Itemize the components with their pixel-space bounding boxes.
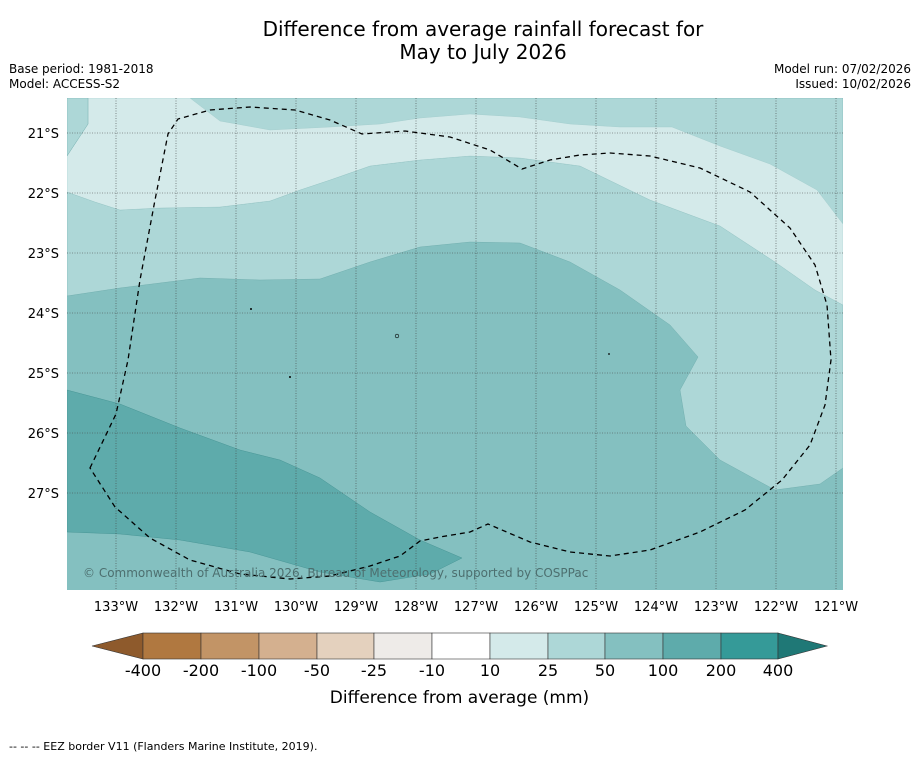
colorbar-tick-label: -200 [183,661,219,680]
colorbar-segment [316,632,375,660]
lon-label: 123°W [694,600,738,615]
lat-label: 24°S [28,307,59,322]
lat-label: 21°S [28,127,59,142]
eez-legend-footer: -- -- -- EEZ border V11 (Flanders Marine… [9,740,318,753]
island-marker [608,353,610,355]
colorbar-tick-label: 200 [706,661,737,680]
contour-band-200-400 [67,389,463,583]
copyright-text: © Commonwealth of Australia 2026, Bureau… [83,566,588,580]
lon-label: 128°W [394,600,438,615]
colorbar-segment [720,632,779,660]
issued-text: Issued: 10/02/2026 [795,77,911,91]
lon-labels: 133°W 132°W 131°W 130°W 129°W 128°W 127°… [94,600,858,615]
colorbar-segment [373,632,433,660]
island-marker [394,333,400,339]
colorbar-tick-label: -10 [419,661,445,680]
colorbar-label: Difference from average (mm) [329,688,590,708]
colorbar-segment [604,632,664,660]
lon-label: 130°W [274,600,318,615]
lat-label: 23°S [28,247,59,262]
model-run-text: Model run: 07/02/2026 [773,62,911,76]
lon-label: 131°W [214,600,258,615]
colorbar-tick-label: -400 [125,661,161,680]
colorbar-tick-label: 50 [595,661,615,680]
lon-label: 133°W [94,600,138,615]
island-marker [289,376,291,378]
metadata-left: Base period: 1981-2018 Model: ACCESS-S2 [9,62,154,92]
lat-label: 22°S [28,187,59,202]
colorbar-ticks: -400 -200 -100 -50 -25 -10 10 25 50 100 … [125,661,793,680]
lat-label: 27°S [28,487,59,502]
colorbar-tick-label: 25 [538,661,558,680]
base-period-text: Base period: 1981-2018 [9,62,154,76]
colorbar-tick-label: 400 [763,661,794,680]
colorbar-extend-high [777,632,829,660]
lon-label: 124°W [634,600,678,615]
model-text: Model: ACCESS-S2 [9,77,121,91]
colorbar-segment [142,632,202,660]
map-title: Difference from average rainfall forecas… [0,18,919,64]
contour-band-50-100-corner [67,98,89,157]
colorbar-segment [200,632,260,660]
island-marker [250,308,252,310]
metadata-right: Model run: 07/02/2026 Issued: 10/02/2026 [774,62,911,92]
lon-label: 132°W [154,600,198,615]
title-line-2: May to July 2026 [399,40,567,64]
colorbar-tick-label: 10 [480,661,500,680]
colorbar [91,632,829,660]
contour-fills [67,98,843,590]
colorbar-tick-label: -50 [304,661,330,680]
lat-labels: 21°S 22°S 23°S 24°S 25°S 26°S 27°S [28,127,59,502]
lat-label: 26°S [28,427,59,442]
lat-label: 25°S [28,367,59,382]
colorbar-extend-low [91,632,144,660]
colorbar-tick-label: -25 [361,661,387,680]
colorbar-segment [431,632,491,660]
lon-label: 122°W [754,600,798,615]
lon-label: 121°W [814,600,858,615]
colorbar-segment [662,632,722,660]
colorbar-segment [547,632,606,660]
lon-label: 129°W [334,600,378,615]
colorbar-tick-label: -100 [241,661,277,680]
lon-label: 126°W [514,600,558,615]
colorbar-segment [258,632,318,660]
colorbar-tick-label: 100 [648,661,679,680]
title-line-1: Difference from average rainfall forecas… [262,17,704,41]
gridlines [67,98,843,590]
forecast-map: 21°S 22°S 23°S 24°S 25°S 26°S 27°S 133°W… [28,98,858,680]
lon-label: 125°W [574,600,618,615]
colorbar-segment [489,632,549,660]
lon-label: 127°W [454,600,498,615]
contour-band-25-50 [67,98,843,306]
eez-border [89,106,832,580]
